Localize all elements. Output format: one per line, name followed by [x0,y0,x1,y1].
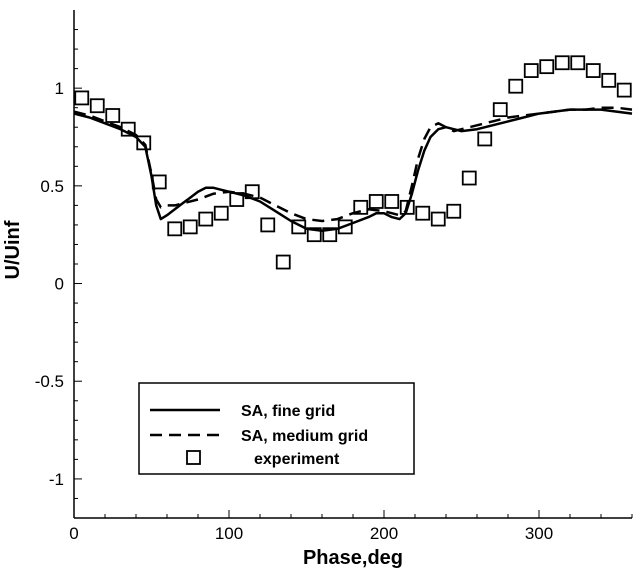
series-line-medium-grid [73,106,633,223]
experiment-point [492,102,508,118]
experiment-point [105,108,121,123]
legend-swatch-experiment [186,450,201,465]
experiment-point [399,199,415,215]
experiment-point [446,203,462,219]
experiment-point [167,221,183,237]
experiment-point [337,219,353,235]
experiment-point [182,219,198,235]
y-axis-label: U/Uinf [2,220,24,279]
experiment-point [151,174,167,190]
legend-box [138,382,415,475]
experiment-point [229,192,245,207]
experiment-point [430,211,446,227]
experiment-point [384,194,400,209]
experiment-point [322,227,338,243]
experiment-point [89,98,105,114]
series-line-fine-grid [73,108,633,233]
experiment-point [213,205,229,221]
experiment-point [198,211,214,227]
experiment-point [523,63,539,78]
axes: -1 -0.5 0 0.5 1 0 100 200 300 [35,10,633,543]
experiment-point [539,59,555,75]
experiment-point [306,227,322,243]
experiment-point [368,194,384,209]
y-tick-label: 1 [55,79,64,98]
x-tick-label: 200 [370,524,398,543]
experiment-point [291,219,307,235]
experiment-point [601,72,617,88]
experiment-point [616,82,632,98]
experiment-point [461,170,477,186]
experiment-point [244,184,260,200]
experiment-point [508,78,524,94]
experiment-point [585,63,601,78]
legend: SA, fine grid SA, medium grid experiment [138,382,415,475]
x-tick-label: 300 [525,524,553,543]
experiment-point [570,55,586,71]
y-tick-label: -1 [49,470,64,489]
experiment-point [136,135,152,151]
experiment-point [415,205,431,221]
legend-label-experiment: experiment [254,451,340,468]
experiment-point [120,121,136,137]
experiment-point [477,131,493,147]
x-tick-label: 100 [215,524,243,543]
experiment-point [275,254,291,270]
experiment-point [554,55,570,71]
legend-label-medium-grid: SA, medium grid [241,428,368,445]
plot-area [73,55,633,270]
experiment-point [353,199,369,215]
experiment-point [74,90,90,106]
experiment-point [260,217,276,233]
x-axis-label: Phase,deg [303,547,403,569]
y-tick-label: -0.5 [35,372,64,391]
y-tick-label: 0 [55,275,64,294]
x-tick-label: 0 [69,524,78,543]
legend-label-fine-grid: SA, fine grid [241,403,335,420]
y-tick-label: 0.5 [40,177,64,196]
